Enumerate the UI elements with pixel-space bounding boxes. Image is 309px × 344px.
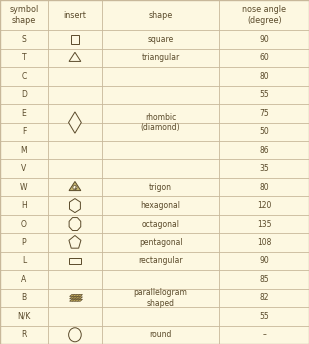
Text: 35: 35 bbox=[259, 164, 269, 173]
Text: H: H bbox=[21, 201, 27, 210]
Text: S: S bbox=[22, 35, 26, 44]
Text: O: O bbox=[21, 219, 27, 228]
Text: 75: 75 bbox=[259, 109, 269, 118]
Text: B: B bbox=[21, 293, 27, 302]
Text: trigon: trigon bbox=[149, 183, 172, 192]
Polygon shape bbox=[70, 198, 80, 213]
Text: 108: 108 bbox=[257, 238, 271, 247]
Polygon shape bbox=[70, 297, 83, 299]
Text: 50: 50 bbox=[259, 127, 269, 136]
Text: 120: 120 bbox=[257, 201, 271, 210]
Text: E: E bbox=[22, 109, 26, 118]
Text: rhombic
(diamond): rhombic (diamond) bbox=[141, 113, 180, 132]
Circle shape bbox=[73, 185, 77, 190]
Text: M: M bbox=[21, 146, 27, 155]
Bar bbox=[71, 35, 79, 44]
Text: octagonal: octagonal bbox=[142, 219, 180, 228]
Text: shape: shape bbox=[149, 11, 173, 20]
Text: 80: 80 bbox=[259, 72, 269, 81]
Text: W: W bbox=[20, 183, 28, 192]
Polygon shape bbox=[69, 52, 81, 62]
Text: C: C bbox=[21, 72, 27, 81]
Text: nose angle
(degree): nose angle (degree) bbox=[242, 6, 286, 25]
Text: hexagonal: hexagonal bbox=[141, 201, 181, 210]
Text: P: P bbox=[22, 238, 26, 247]
Text: 90: 90 bbox=[259, 35, 269, 44]
Text: rectangular: rectangular bbox=[138, 257, 183, 266]
Text: square: square bbox=[148, 35, 174, 44]
Polygon shape bbox=[69, 182, 81, 191]
Text: 86: 86 bbox=[259, 146, 269, 155]
Text: 55: 55 bbox=[259, 312, 269, 321]
Text: 82: 82 bbox=[260, 293, 269, 302]
Polygon shape bbox=[69, 217, 81, 230]
Text: T: T bbox=[22, 53, 26, 63]
Text: 85: 85 bbox=[259, 275, 269, 284]
Polygon shape bbox=[69, 236, 81, 248]
Text: –: – bbox=[262, 330, 266, 339]
Text: D: D bbox=[21, 90, 27, 99]
Text: N/K: N/K bbox=[17, 312, 31, 321]
Text: insert: insert bbox=[63, 11, 87, 20]
Text: parallelogram
shaped: parallelogram shaped bbox=[134, 288, 188, 308]
Circle shape bbox=[69, 328, 81, 342]
Bar bbox=[69, 258, 81, 264]
Text: 90: 90 bbox=[259, 257, 269, 266]
Text: A: A bbox=[21, 275, 27, 284]
Text: R: R bbox=[21, 330, 27, 339]
Text: 55: 55 bbox=[259, 90, 269, 99]
Text: F: F bbox=[22, 127, 26, 136]
Text: 135: 135 bbox=[257, 219, 271, 228]
Text: L: L bbox=[22, 257, 26, 266]
Text: round: round bbox=[150, 330, 172, 339]
Polygon shape bbox=[70, 299, 83, 301]
Text: V: V bbox=[21, 164, 27, 173]
Text: triangular: triangular bbox=[142, 53, 180, 63]
Polygon shape bbox=[70, 294, 83, 297]
Text: symbol
shape: symbol shape bbox=[9, 6, 39, 25]
Text: 60: 60 bbox=[259, 53, 269, 63]
Text: 80: 80 bbox=[259, 183, 269, 192]
Polygon shape bbox=[69, 112, 81, 133]
Text: pentagonal: pentagonal bbox=[139, 238, 183, 247]
